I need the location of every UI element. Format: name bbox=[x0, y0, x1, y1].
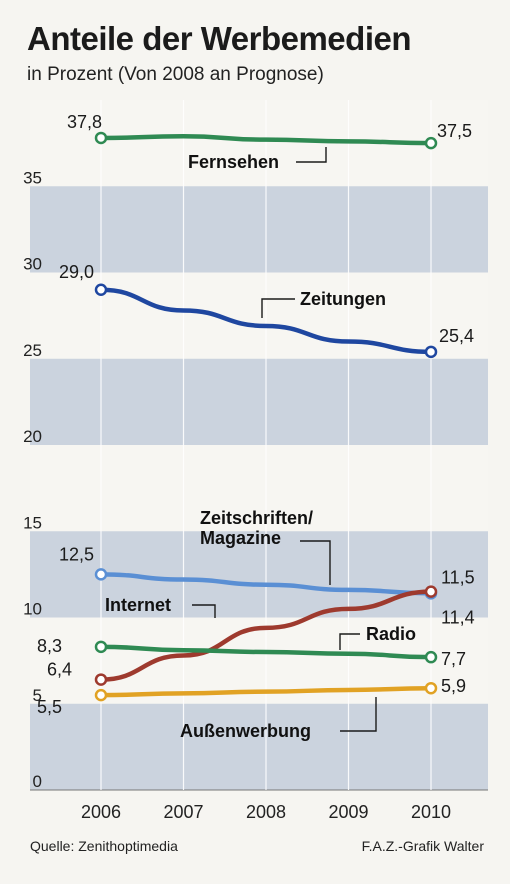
x-tick-label: 2007 bbox=[163, 802, 203, 822]
y-tick-label: 5 bbox=[33, 686, 42, 705]
x-tick-label: 2008 bbox=[246, 802, 286, 822]
series-name-label: Zeitschriften/ bbox=[200, 508, 313, 528]
series-start-marker bbox=[94, 673, 108, 686]
series-line bbox=[98, 287, 434, 355]
source-note: Quelle: Zenithoptimedia bbox=[30, 838, 178, 854]
data-label: 29,0 bbox=[59, 262, 94, 282]
leader-line bbox=[340, 697, 377, 732]
series-line bbox=[98, 133, 434, 146]
graphic-credit: F.A.Z.-Grafik Walter bbox=[361, 838, 484, 854]
data-label: 12,5 bbox=[59, 544, 94, 564]
leader-line bbox=[261, 298, 295, 318]
data-label: 7,7 bbox=[441, 649, 466, 669]
data-label: 11,4 bbox=[441, 607, 475, 627]
series-start-marker bbox=[94, 688, 108, 702]
series-name-label: Außenwerbung bbox=[180, 721, 311, 741]
x-tick-label: 2009 bbox=[328, 802, 368, 822]
data-label: 6,4 bbox=[47, 660, 72, 680]
series-name-label: Fernsehen bbox=[188, 152, 279, 172]
data-label: 11,5 bbox=[441, 568, 475, 588]
series-start-marker bbox=[94, 568, 108, 581]
grid-band bbox=[30, 186, 488, 273]
data-label: 5,9 bbox=[441, 676, 466, 696]
series-name-label: Radio bbox=[366, 624, 416, 644]
leader-line bbox=[339, 633, 360, 650]
y-tick-label: 25 bbox=[23, 341, 42, 360]
y-tick-label: 15 bbox=[23, 513, 42, 532]
data-label: 8,3 bbox=[37, 636, 62, 656]
series-end-marker bbox=[424, 345, 438, 359]
grid-band bbox=[30, 703, 488, 790]
series-end-marker bbox=[424, 681, 438, 695]
grid-band bbox=[30, 358, 488, 445]
series-start-marker bbox=[94, 283, 108, 296]
chart-title: Anteile der Werbemedien bbox=[27, 20, 412, 57]
series-start-marker bbox=[94, 640, 108, 654]
data-label: 5,5 bbox=[37, 697, 62, 717]
chart-subtitle: in Prozent (Von 2008 an Prognose) bbox=[27, 64, 324, 85]
series-line bbox=[98, 644, 434, 660]
series-line bbox=[98, 589, 434, 682]
series-name-label: Magazine bbox=[200, 528, 281, 548]
y-tick-label: 30 bbox=[23, 255, 42, 274]
y-tick-label: 0 bbox=[33, 772, 42, 791]
data-label: 37,8 bbox=[67, 112, 102, 132]
series-name-label: Zeitungen bbox=[300, 289, 386, 309]
data-label: 37,5 bbox=[437, 121, 472, 141]
y-tick-label: 35 bbox=[23, 168, 42, 187]
series-name-label: Internet bbox=[105, 595, 171, 615]
series-line bbox=[98, 685, 434, 698]
series-line bbox=[98, 572, 434, 596]
leader-line bbox=[296, 147, 327, 163]
leader-line bbox=[192, 604, 216, 618]
data-label: 25,4 bbox=[439, 326, 474, 346]
x-tick-label: 2006 bbox=[81, 802, 121, 822]
y-tick-label: 20 bbox=[23, 427, 42, 446]
series-end-marker bbox=[424, 585, 438, 598]
series-end-marker bbox=[424, 136, 438, 150]
y-tick-label: 10 bbox=[23, 600, 42, 619]
x-tick-label: 2010 bbox=[411, 802, 451, 822]
leader-line bbox=[300, 540, 331, 585]
series-end-marker bbox=[424, 650, 438, 664]
series-start-marker bbox=[94, 131, 108, 145]
